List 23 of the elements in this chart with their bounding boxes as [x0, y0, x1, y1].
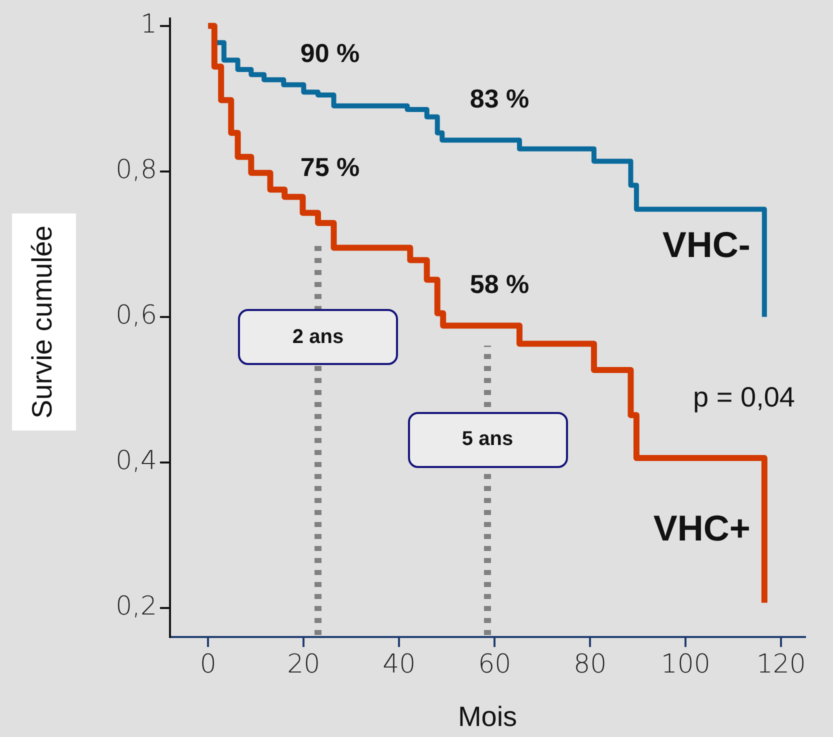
annotation: p = 0,04 — [693, 382, 795, 413]
annotation: 83 % — [470, 83, 530, 114]
annotation: 75 % — [300, 152, 360, 182]
x-tick-label: 120 — [756, 649, 806, 680]
y-tick-label: 0,6 — [116, 300, 157, 331]
x-tick-label: 20 — [287, 649, 320, 680]
annotation: 58 % — [470, 268, 530, 299]
y-tick-label: 0,2 — [116, 592, 157, 622]
annotation: 90 % — [300, 38, 360, 68]
series-label: VHC+ — [653, 507, 750, 548]
y-tick-label: 0,8 — [116, 155, 157, 186]
y-tick-label: 1 — [140, 10, 157, 40]
label-box: 5 ans — [408, 412, 568, 468]
x-tick-label: 0 — [200, 649, 216, 680]
x-axis-title: Mois — [458, 700, 518, 732]
y-tick-label: 0,4 — [116, 446, 157, 476]
x-tick-label: 60 — [478, 649, 512, 680]
label-box: 2 ans — [238, 309, 398, 366]
series-label: VHC- — [662, 224, 750, 265]
x-tick-label: 40 — [382, 649, 416, 680]
x-tick-label: 80 — [574, 649, 607, 680]
y-axis-title: Survie cumulée — [26, 226, 58, 418]
x-tick-label: 100 — [660, 649, 710, 680]
